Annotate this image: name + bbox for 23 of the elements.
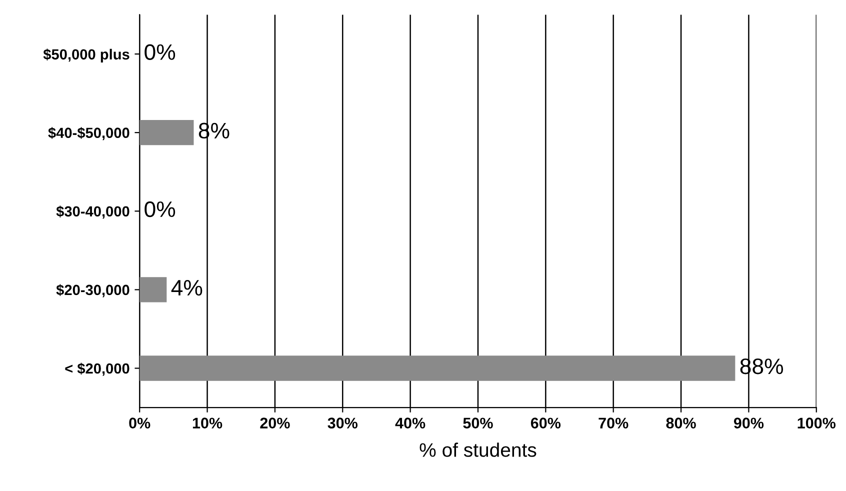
x-tick-label: 50% [463,418,493,428]
y-tick-label: $30-40,000 [56,206,130,219]
y-tick-label: < $20,000 [65,362,130,376]
bar [140,277,167,302]
x-tick-label: 60% [530,418,561,428]
data-label: 0% [144,44,176,60]
x-tick-label: 80% [666,418,696,428]
bar [140,120,194,146]
x-tick-label: 0% [129,418,150,428]
x-tick-label: 40% [395,418,426,428]
x-tick-label: 70% [598,418,628,428]
data-label: 4% [171,280,202,296]
x-tick-label: 10% [192,418,222,428]
y-tick-label: $40-$50,000 [48,127,130,140]
y-tick-label: $20-30,000 [56,284,130,298]
y-tick-label: $50,000 plus [43,48,130,62]
bar [140,356,736,381]
x-tick-label: 20% [260,418,290,428]
x-tick-label: 90% [734,418,764,428]
data-label: 0% [144,201,176,218]
x-axis-title: % of students [420,442,536,457]
x-tick-label: 30% [328,418,358,428]
x-tick-label: 100% [798,418,836,428]
